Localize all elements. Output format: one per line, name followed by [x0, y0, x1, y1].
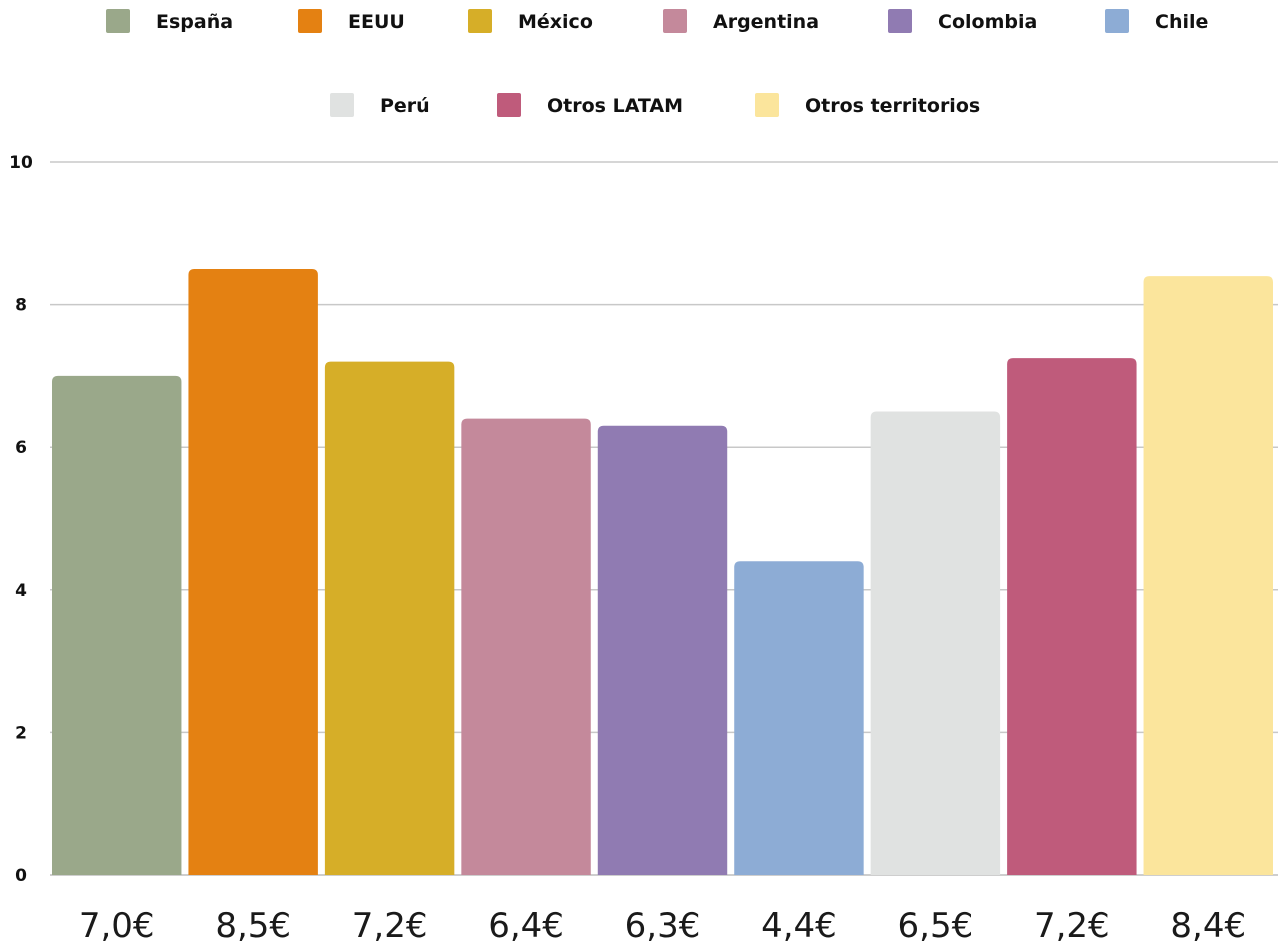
legend-label: Colombia	[938, 11, 1037, 33]
legend-swatch	[330, 93, 354, 117]
legend-label: España	[156, 11, 233, 33]
bar-value-label: 7,2€	[1034, 906, 1110, 946]
y-axis-ticks: 0 2 4 6 8 10	[9, 153, 33, 886]
value-labels: 7,0€ 8,5€ 7,2€ 6,4€ 6,3€ 4,4€ 6,5€ 7,2€ 8,4€	[79, 906, 1246, 946]
bar-value-label: 4,4€	[761, 906, 837, 946]
bar-value-label: 6,5€	[898, 906, 974, 946]
bar-value-label: 7,2€	[352, 906, 428, 946]
legend-swatch	[888, 9, 912, 33]
legend-swatch	[497, 93, 521, 117]
bar	[1143, 276, 1273, 876]
legend-item[interactable]: Perú	[330, 93, 430, 117]
legend-label: Otros territorios	[805, 95, 980, 117]
legend-item[interactable]: Otros LATAM	[497, 93, 683, 117]
legend-label: Chile	[1155, 11, 1208, 33]
bar-value-label: 7,0€	[79, 906, 155, 946]
legend-label: México	[518, 11, 593, 33]
bar	[1007, 358, 1137, 875]
legend-label: Otros LATAM	[547, 95, 683, 117]
bars	[52, 268, 1273, 876]
legend-item[interactable]: EEUU	[298, 9, 405, 33]
bar	[870, 411, 1001, 875]
bar	[52, 375, 182, 875]
bar-value-label: 6,4€	[488, 906, 564, 946]
bar	[734, 561, 864, 875]
legend[interactable]: España EEUU México Argentina Colombia Chile Pe…	[106, 9, 1208, 117]
bar	[188, 268, 318, 875]
legend-label: Perú	[380, 95, 430, 117]
legend-swatch	[1105, 9, 1129, 33]
legend-item[interactable]: España	[106, 9, 233, 33]
y-tick-label: 8	[15, 296, 27, 316]
y-tick-label: 0	[15, 866, 27, 886]
legend-swatch	[755, 93, 779, 117]
legend-item[interactable]: Colombia	[888, 9, 1037, 33]
legend-item[interactable]: Argentina	[663, 9, 819, 33]
legend-item[interactable]: Otros territorios	[755, 93, 980, 117]
legend-swatch	[468, 9, 492, 33]
legend-label: EEUU	[348, 11, 405, 33]
legend-item[interactable]: Chile	[1105, 9, 1208, 33]
legend-swatch	[298, 9, 322, 33]
legend-item[interactable]: México	[468, 9, 593, 33]
bar	[324, 361, 455, 875]
y-tick-label: 6	[15, 438, 27, 458]
bar-value-label: 8,5€	[215, 906, 291, 946]
bar-value-label: 6,3€	[625, 906, 701, 946]
y-tick-label: 4	[15, 581, 27, 601]
bar-value-label: 8,4€	[1170, 906, 1246, 946]
y-tick-label: 2	[15, 723, 27, 743]
y-tick-label: 10	[9, 153, 33, 173]
bar	[461, 418, 591, 875]
legend-swatch	[106, 9, 130, 33]
legend-swatch	[663, 9, 687, 33]
bar	[597, 425, 728, 875]
legend-label: Argentina	[713, 11, 819, 33]
